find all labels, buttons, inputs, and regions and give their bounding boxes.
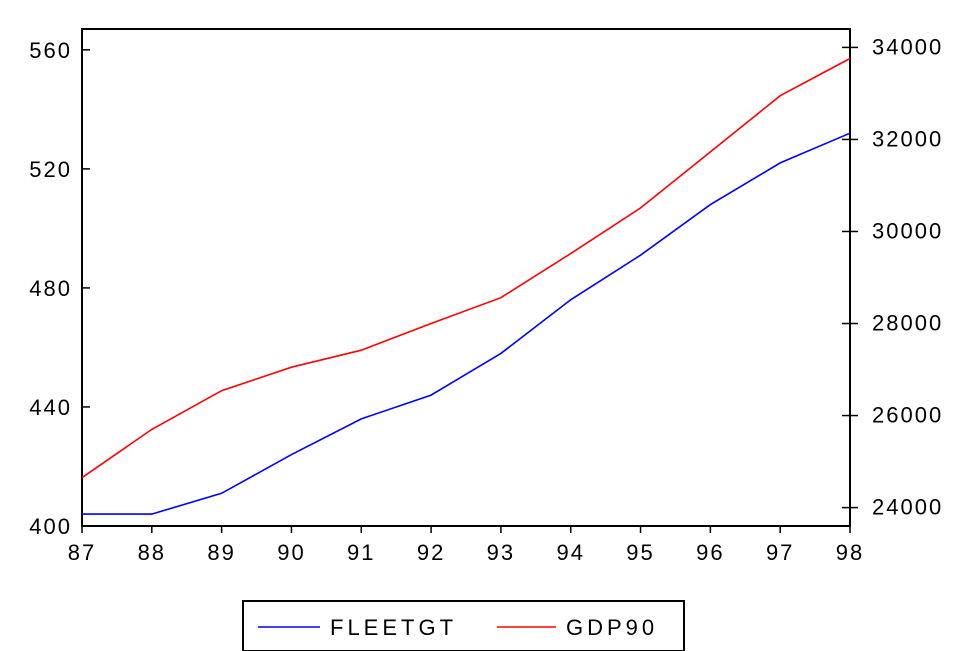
x-tick-label: 90 [277, 540, 305, 565]
left-tick-label: 520 [29, 157, 72, 182]
x-axis: 87 88 89 90 91 92 93 94 95 96 97 98 [68, 526, 864, 565]
right-tick-label: 32000 [872, 126, 943, 151]
left-tick-label: 480 [29, 276, 72, 301]
right-axis: 24000 26000 28000 30000 32000 34000 [842, 34, 943, 520]
x-tick-label: 95 [626, 540, 654, 565]
right-tick-label: 28000 [872, 311, 943, 336]
right-tick-label: 34000 [872, 34, 943, 59]
legend-label-fleetgt: FLEETGT [330, 615, 457, 640]
series-line-gdp90 [81, 57, 851, 479]
legend-label-gdp90: GDP90 [566, 615, 658, 640]
series-lines [81, 57, 851, 515]
right-tick-label: 24000 [872, 495, 943, 520]
legend-box [242, 600, 685, 651]
right-tick-label: 26000 [872, 403, 943, 428]
plot-frame [81, 28, 851, 527]
x-tick-label: 93 [487, 540, 515, 565]
x-tick-label: 92 [417, 540, 445, 565]
x-tick-label: 88 [138, 540, 166, 565]
x-tick-label: 98 [836, 540, 864, 565]
x-tick-label: 97 [766, 540, 794, 565]
left-axis: 400 440 480 520 560 [29, 38, 90, 539]
left-tick-label: 560 [29, 38, 72, 63]
series-line-fleetgt [82, 132, 851, 515]
x-tick-label: 94 [556, 540, 584, 565]
x-tick-label: 89 [207, 540, 235, 565]
left-tick-label: 440 [29, 395, 72, 420]
left-tick-label: 400 [29, 514, 72, 539]
legend: FLEETGT GDP90 [242, 600, 685, 651]
x-tick-label: 87 [68, 540, 96, 565]
x-tick-label: 96 [696, 540, 724, 565]
x-tick-label: 91 [347, 540, 375, 565]
right-tick-label: 30000 [872, 218, 943, 243]
